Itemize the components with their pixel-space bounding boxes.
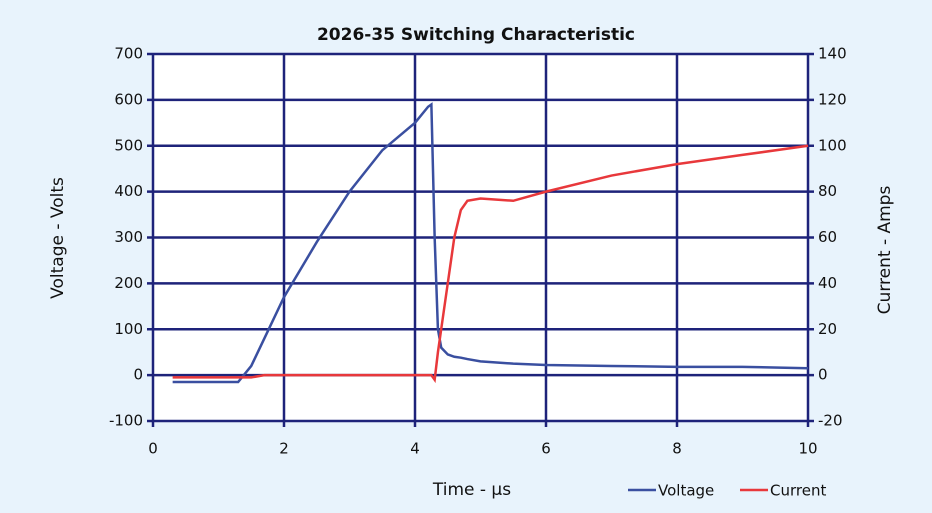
legend-label: Current — [770, 482, 826, 500]
x-tick-label: 2 — [279, 440, 289, 458]
y2-tick-label: 120 — [818, 90, 847, 108]
legend-label: Voltage — [658, 482, 714, 500]
y2-tick-label: 80 — [818, 182, 837, 200]
x-tick-label: 6 — [541, 440, 551, 458]
data-line — [172, 102, 809, 384]
y-tick-label: 400 — [114, 182, 143, 200]
y-tick-label: 200 — [114, 274, 143, 292]
chart-title: 2026-35 Switching Characteristic — [317, 25, 635, 45]
y2-tick-label: -20 — [818, 412, 843, 430]
x-axis-label: Time - µs — [432, 480, 511, 500]
y-axis-label: Voltage - Volts — [48, 177, 68, 299]
y-tick-label: 700 — [114, 45, 143, 63]
x-tick-label: 8 — [672, 440, 682, 458]
y-tick-label: 100 — [114, 320, 143, 338]
data-line — [172, 144, 809, 384]
y-tick-label: 500 — [114, 136, 143, 154]
x-tick-label: 0 — [148, 440, 158, 458]
y2-tick-label: 140 — [818, 45, 847, 63]
y-tick-label: 600 — [114, 90, 143, 108]
y2-tick-label: 0 — [818, 366, 828, 384]
y2-axis-label: Current - Amps — [875, 186, 895, 315]
y-tick-label: -100 — [109, 412, 143, 430]
y2-tick-label: 40 — [818, 274, 837, 292]
y2-tick-label: 100 — [818, 136, 847, 154]
x-tick-label: 10 — [798, 440, 817, 458]
y2-tick-label: 20 — [818, 320, 837, 338]
y-tick-label: 0 — [133, 366, 143, 384]
y2-tick-label: 60 — [818, 228, 837, 246]
x-tick-label: 4 — [410, 440, 420, 458]
y-tick-label: 300 — [114, 228, 143, 246]
